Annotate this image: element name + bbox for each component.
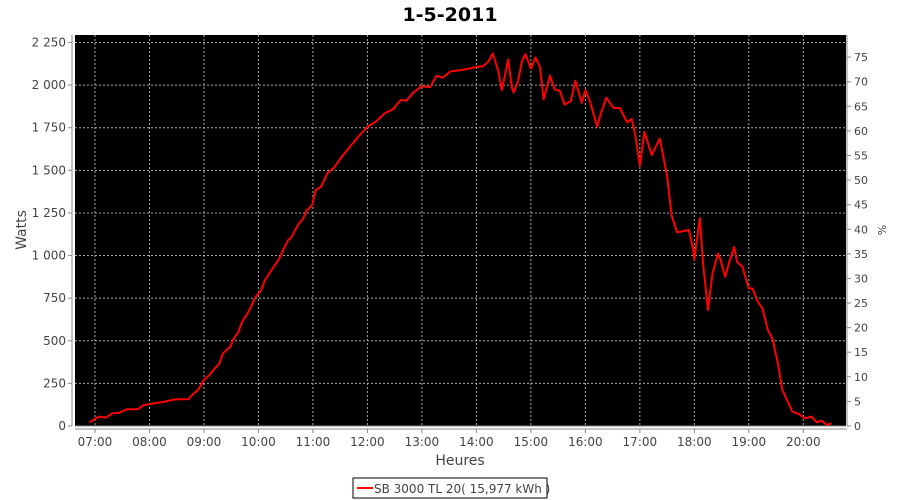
grid	[75, 35, 846, 426]
y2-tick-label: 55	[854, 149, 868, 162]
y2-tick-label: 30	[854, 272, 868, 285]
x-tick-label: 20:00	[786, 435, 821, 449]
y-tick-label: 500	[43, 334, 66, 348]
y2-axis-label: %	[875, 225, 888, 235]
y2-tick-label: 60	[854, 125, 868, 138]
x-tick-label: 14:00	[459, 435, 494, 449]
x-axis-label: Heures	[435, 453, 484, 469]
y2-tick-label: 5	[854, 395, 861, 408]
x-tick-label: 12:00	[350, 435, 385, 449]
y-tick-label: 1 000	[32, 249, 66, 263]
plot-area	[75, 35, 846, 426]
y-tick-label: 0	[58, 419, 66, 433]
y-tick-label: 2 000	[32, 78, 66, 92]
y-tick-label: 2 250	[32, 35, 66, 49]
x-tick-label: 17:00	[623, 435, 658, 449]
x-tick-label: 08:00	[132, 435, 167, 449]
y-tick-label: 250	[43, 376, 66, 390]
y-tick-label: 1 750	[32, 121, 66, 135]
x-tick-label: 15:00	[514, 435, 549, 449]
y2-tick-label: 15	[854, 346, 868, 359]
x-tick-label: 19:00	[732, 435, 767, 449]
y2-tick-label: 0	[854, 420, 861, 433]
ticks: 07:00 08:00 09:00 10:00 11:00 12:00 13:00 14:00…	[32, 35, 868, 449]
chart-title: 1-5-2011	[402, 4, 497, 26]
y2-tick-label: 50	[854, 174, 868, 187]
y2-tick-label: 65	[854, 100, 868, 113]
x-tick-label: 13:00	[405, 435, 440, 449]
y2-tick-label: 10	[854, 371, 868, 384]
legend-entry: SB 3000 TL 20( 15,977 kWh )	[374, 482, 550, 496]
y-axis-label: Watts	[14, 210, 30, 250]
y2-tick-label: 45	[854, 199, 868, 212]
y2-tick-label: 25	[854, 297, 868, 310]
y-tick-label: 1 250	[32, 206, 66, 220]
series-line-sb3000	[88, 52, 832, 426]
x-tick-label: 11:00	[296, 435, 331, 449]
x-tick-label: 18:00	[677, 435, 712, 449]
y2-tick-label: 75	[854, 51, 868, 64]
x-tick-label: 09:00	[187, 435, 222, 449]
x-tick-label: 10:00	[241, 435, 276, 449]
y-tick-label: 750	[43, 291, 66, 305]
y2-tick-label: 40	[854, 223, 868, 236]
legend: SB 3000 TL 20( 15,977 kWh )	[352, 477, 550, 499]
y2-tick-label: 35	[854, 248, 868, 261]
y2-tick-label: 70	[854, 76, 868, 89]
x-tick-label: 07:00	[78, 435, 113, 449]
y-tick-label: 1 500	[32, 163, 66, 177]
x-tick-label: 16:00	[568, 435, 603, 449]
legend-box	[352, 477, 548, 499]
y2-tick-label: 20	[854, 322, 868, 335]
